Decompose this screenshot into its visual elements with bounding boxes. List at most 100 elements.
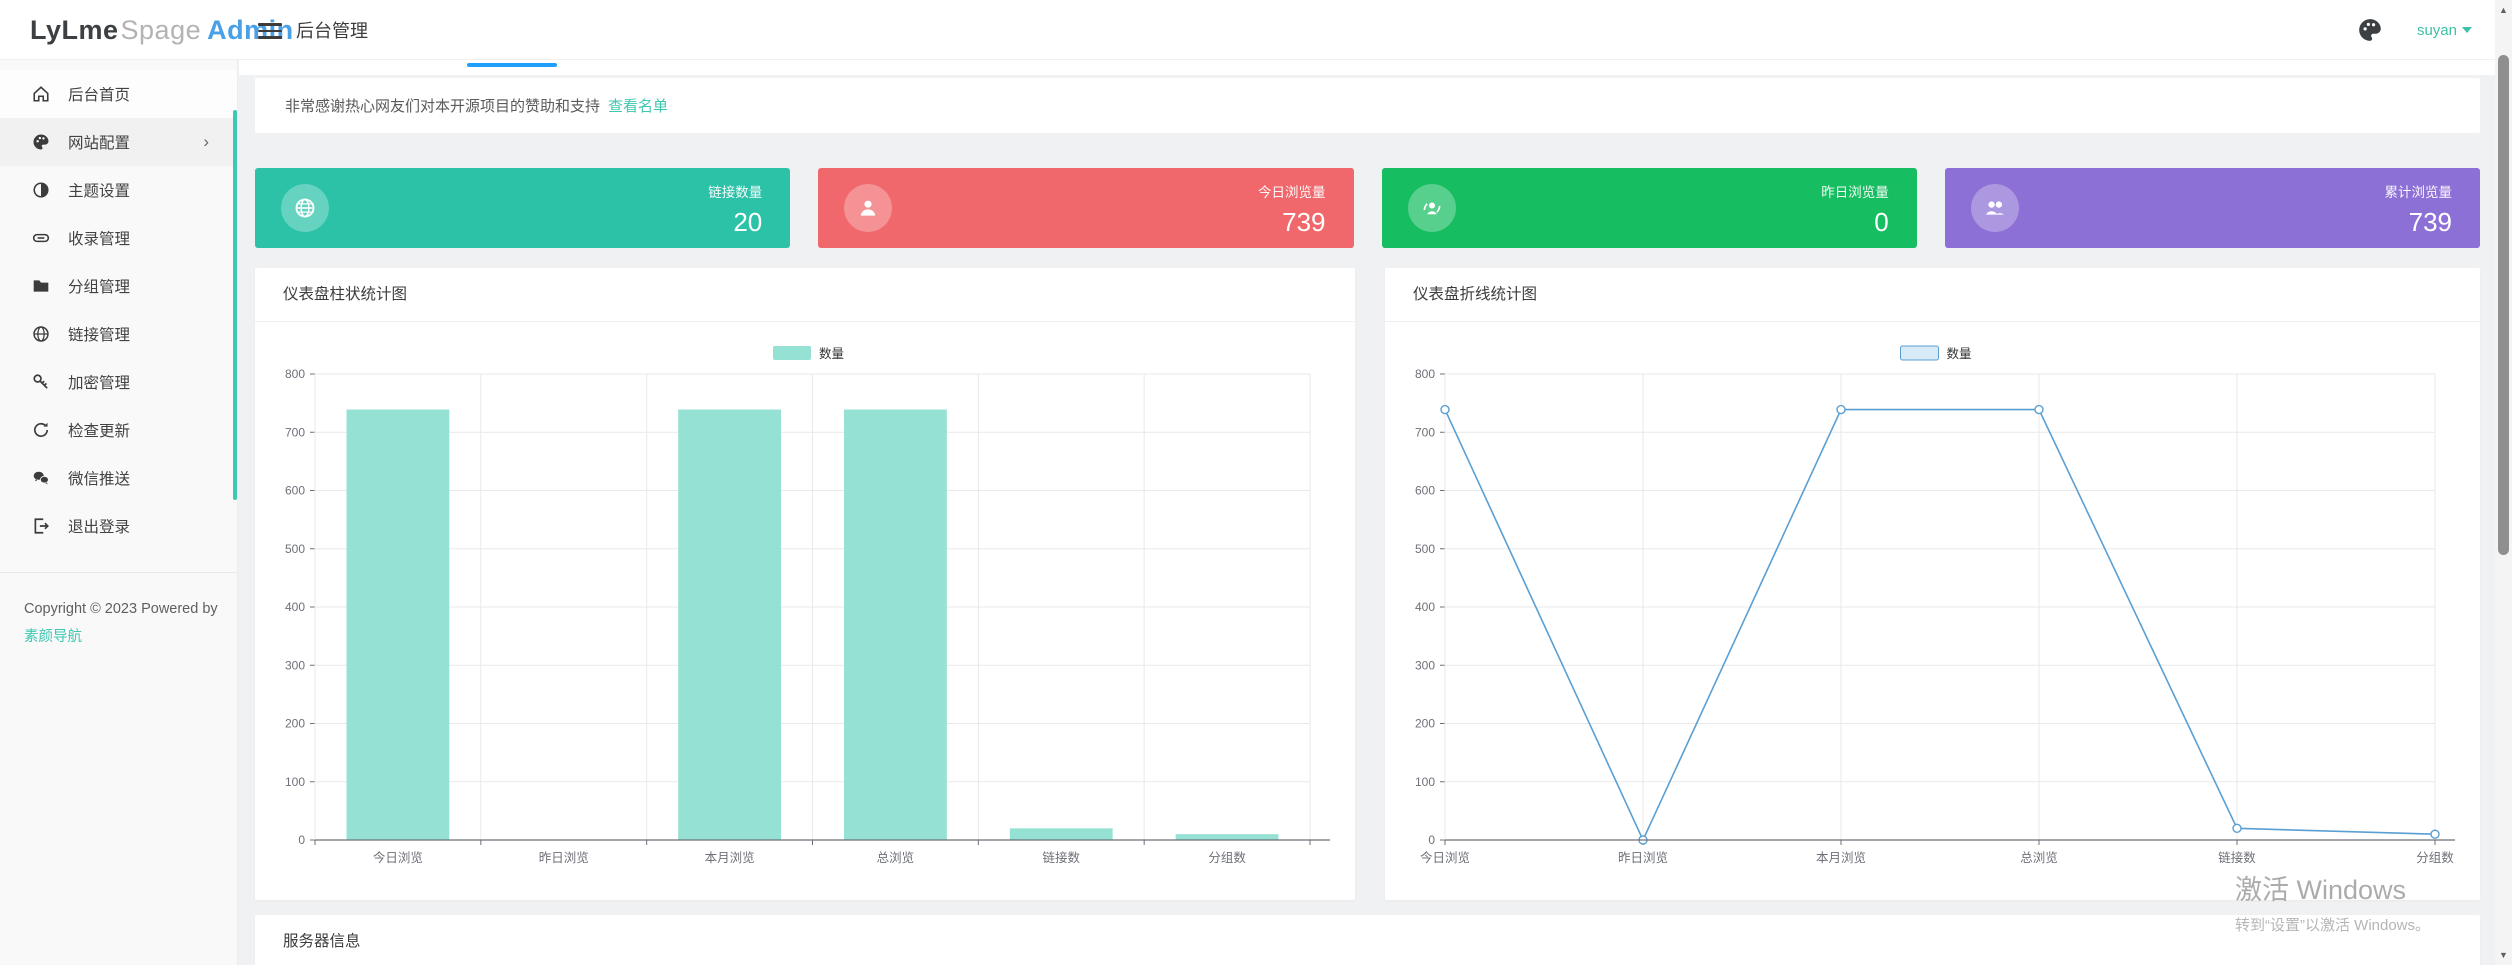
svg-text:300: 300 (285, 658, 305, 672)
sidebar-item-label: 主题设置 (68, 183, 131, 200)
scrollbar-up-icon[interactable]: ▲ (2499, 5, 2508, 15)
stat-cards-row: 链接数量 20 今日浏览量 739 昨日浏览量 0 累计浏览量 739 (255, 168, 2480, 248)
globe-icon (33, 326, 49, 342)
svg-text:200: 200 (285, 717, 305, 731)
svg-text:分组数: 分组数 (1208, 850, 1246, 865)
svg-text:0: 0 (298, 833, 305, 847)
scrollbar-down-icon[interactable]: ▼ (2499, 950, 2508, 960)
sidebar-item-home[interactable]: 后台首页 (0, 70, 237, 118)
svg-text:100: 100 (285, 775, 305, 789)
svg-text:100: 100 (1415, 775, 1435, 789)
line-chart-svg: 数量 0 100 200 300 400 500 600 700 800 今日浏览 昨日浏览 本月浏览 总… (1415, 345, 2455, 865)
sidebar-item-label: 微信推送 (68, 471, 131, 488)
stat-icon-wrap (844, 184, 893, 232)
svg-text:600: 600 (285, 484, 305, 498)
sidebar-item-label: 退出登录 (68, 519, 131, 536)
svg-text:700: 700 (1415, 425, 1435, 439)
refresh-icon (33, 422, 49, 437)
stat-value: 739 (2408, 207, 2452, 237)
sidebar-item-links[interactable]: 链接管理 (0, 310, 237, 358)
sidebar-item-label: 收录管理 (68, 231, 131, 248)
svg-text:0: 0 (1428, 833, 1435, 847)
sidebar-menu: 后台首页 网站配置 › 主题设置 收录管理 分组管理 链接管理 加密管理 (0, 60, 237, 550)
data-point (1440, 404, 1450, 415)
stat-card-today-views: 今日浏览量 739 (818, 168, 1354, 248)
globe-icon (295, 198, 315, 218)
sidebar-item-update[interactable]: 检查更新 (0, 406, 237, 454)
svg-text:300: 300 (1415, 658, 1435, 672)
stat-label: 昨日浏览量 (1821, 185, 1889, 200)
sidebar-item-label: 后台首页 (68, 87, 131, 104)
sidebar-item-wechat-push[interactable]: 微信推送 (0, 454, 237, 502)
palette-icon[interactable] (2357, 17, 2383, 43)
user-menu[interactable]: suyan (2417, 22, 2472, 39)
svg-text:800: 800 (285, 367, 305, 381)
svg-text:400: 400 (285, 600, 305, 614)
data-point (2232, 823, 2242, 834)
menu-toggle-icon[interactable] (258, 19, 282, 41)
sidebar: 后台首页 网站配置 › 主题设置 收录管理 分组管理 链接管理 加密管理 (0, 60, 238, 965)
stat-card-yesterday-views: 昨日浏览量 0 (1381, 168, 1917, 248)
app-logo: LyLme Spage Admin (0, 0, 293, 60)
svg-text:总浏览: 总浏览 (877, 850, 915, 865)
username: suyan (2416, 21, 2457, 39)
data-point (2034, 404, 2044, 415)
stat-card-links: 链接数量 20 (255, 168, 791, 248)
bar (1175, 834, 1279, 840)
svg-text:链接数: 链接数 (2218, 850, 2256, 865)
key-icon (33, 374, 48, 389)
user-sync-icon (1423, 202, 1440, 215)
data-point (1836, 404, 1846, 415)
svg-text:昨日浏览: 昨日浏览 (539, 850, 589, 865)
sidebar-item-logout[interactable]: 退出登录 (0, 502, 237, 550)
sidebar-item-indexing[interactable]: 收录管理 (0, 214, 237, 262)
svg-text:本月浏览: 本月浏览 (1816, 850, 1866, 865)
copyright-text: Copyright © 2023 Powered by (24, 601, 218, 617)
svg-text:600: 600 (1415, 484, 1435, 498)
server-info-panel: 服务器信息 (255, 915, 2480, 965)
palette-icon (33, 134, 49, 150)
folder-icon (33, 280, 49, 292)
bar (678, 409, 781, 840)
stat-label: 累计浏览量 (2384, 185, 2453, 200)
svg-text:链接数: 链接数 (1042, 850, 1080, 865)
data-point (2430, 829, 2440, 839)
notice-link[interactable]: 查看名单 (608, 98, 669, 115)
sidebar-scrollbar-thumb[interactable] (233, 110, 237, 500)
svg-text:200: 200 (1415, 717, 1435, 731)
sidebar-item-encryption[interactable]: 加密管理 (0, 358, 237, 406)
scrollbar-thumb[interactable] (2498, 55, 2509, 555)
stat-card-total-views: 累计浏览量 739 (1944, 168, 2480, 248)
sidebar-item-site-config[interactable]: 网站配置 › (0, 118, 237, 166)
legend-swatch (773, 346, 811, 360)
notice-text: 非常感谢热心网友们对本开源项目的赞助和支持 (285, 98, 601, 115)
line-chart-title: 仪表盘折线统计图 (1385, 268, 2480, 322)
logo-text-primary: LyLme (30, 14, 119, 45)
sidebar-item-label: 链接管理 (68, 327, 131, 344)
svg-text:昨日浏览: 昨日浏览 (1618, 850, 1668, 865)
sidebar-item-theme[interactable]: 主题设置 (0, 166, 237, 214)
copyright-link[interactable]: 素颜导航 (24, 629, 82, 645)
stat-label: 链接数量 (708, 185, 763, 200)
svg-text:500: 500 (1415, 542, 1435, 556)
sidebar-item-label: 网站配置 (68, 135, 131, 152)
stat-icon-wrap (1407, 184, 1456, 232)
stat-icon-wrap (281, 184, 329, 232)
svg-text:800: 800 (1415, 367, 1435, 381)
line-chart: 数量 0 100 200 300 400 500 600 700 800 今日浏览 昨日浏览 本月浏览 总… (1385, 322, 2480, 892)
bar (346, 409, 450, 840)
stat-value: 0 (1874, 207, 1889, 237)
stat-value: 20 (733, 207, 763, 237)
theme-icon (33, 182, 49, 198)
svg-text:总浏览: 总浏览 (2020, 850, 2058, 865)
logo-text-secondary: Spage (120, 14, 202, 45)
legend-swatch (1900, 345, 1939, 361)
logout-icon (34, 518, 49, 534)
home-icon (33, 86, 49, 102)
server-info-title: 服务器信息 (255, 915, 2480, 965)
sidebar-item-label: 分组管理 (68, 279, 131, 296)
stat-value: 739 (1282, 207, 1326, 237)
sidebar-item-groups[interactable]: 分组管理 (0, 262, 237, 310)
bar-chart-svg: 数量 0 100 200 300 400 500 600 700 800 今日浏览 昨日浏览 本月浏览 总… (285, 346, 1330, 865)
